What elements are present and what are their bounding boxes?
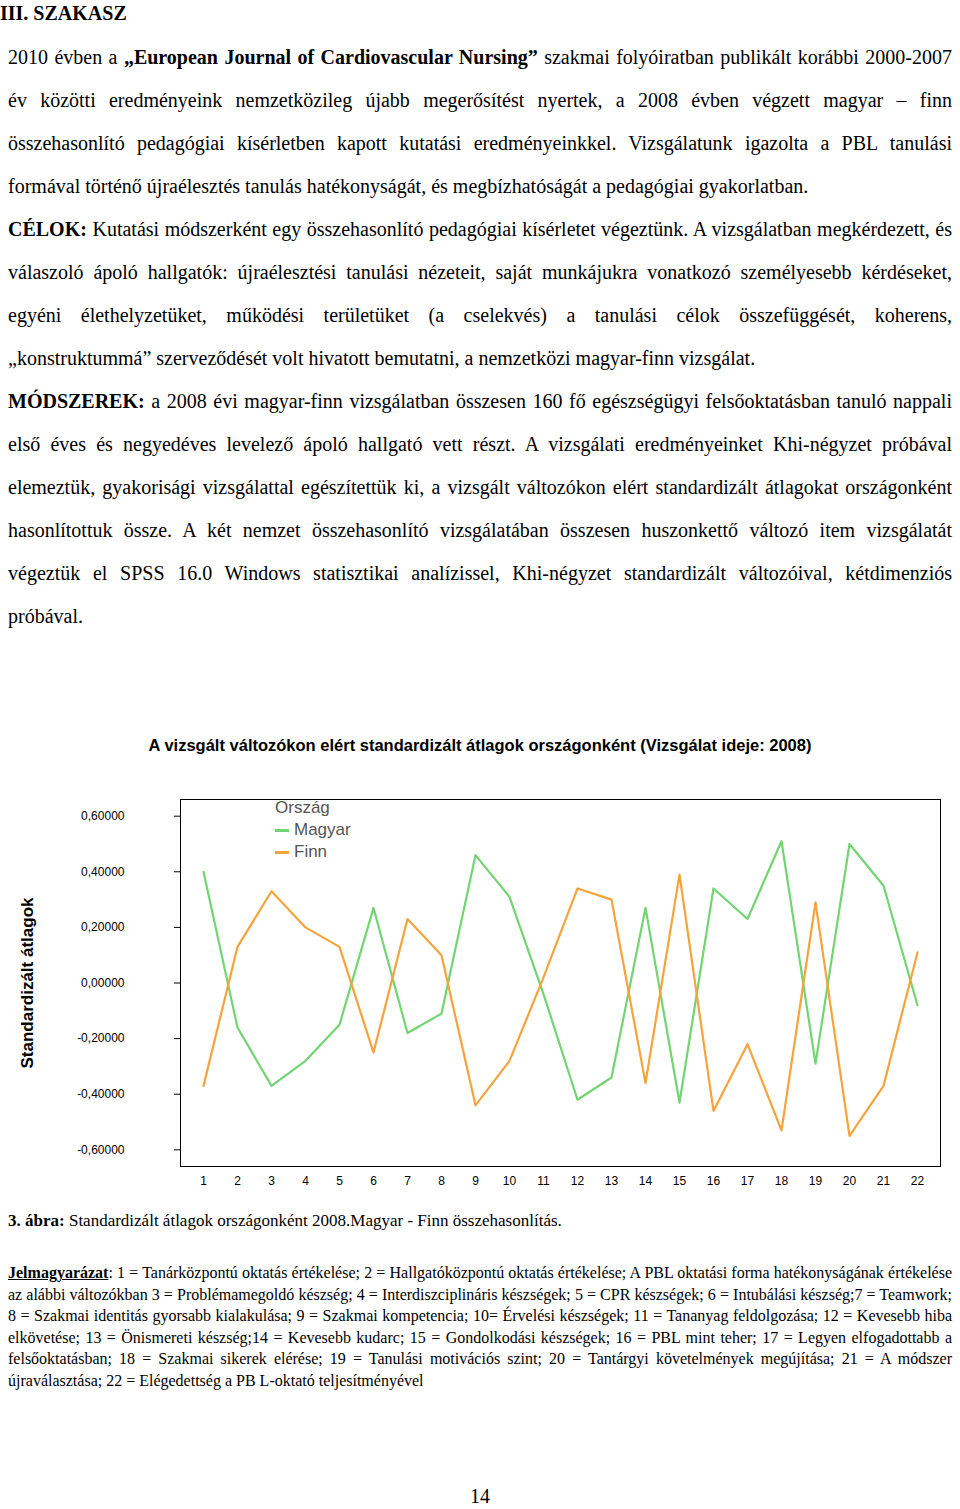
- svg-text:4: 4: [302, 1174, 309, 1188]
- svg-text:11: 11: [537, 1174, 550, 1188]
- svg-text:-0,60000: -0,60000: [77, 1143, 125, 1157]
- svg-text:13: 13: [605, 1174, 619, 1188]
- html-text:Ország: Ország: [275, 798, 330, 817]
- html-text:A vizsgált változókon elért st: A vizsgált változókon elért standardizál…: [148, 736, 812, 754]
- html-text:14: 14: [470, 1485, 490, 1507]
- svg-text:6: 6: [370, 1174, 377, 1188]
- svg-text:1: 1: [200, 1174, 207, 1188]
- html-text:Jelmagyarázat: 1 = Tanárközpon: Jelmagyarázat: 1 = Tanárközpontú oktatás…: [8, 1264, 952, 1389]
- html-text:3. ábra: Standardizált átlagok: 3. ábra: Standardizált átlagok országonk…: [8, 1211, 562, 1230]
- svg-text:18: 18: [775, 1174, 789, 1188]
- svg-text:0,40000: 0,40000: [81, 865, 125, 879]
- html-text:Magyar: Magyar: [294, 820, 351, 839]
- svg-text:20: 20: [843, 1174, 857, 1188]
- html-text:Finn: Finn: [294, 842, 328, 861]
- html-text:CÉLOK: Kutatási módszerként eg: CÉLOK: Kutatási módszerként egy összehas…: [8, 218, 952, 369]
- svg-text:17: 17: [741, 1174, 755, 1188]
- svg-text:5: 5: [336, 1174, 343, 1188]
- svg-text:Standardizált átlagok: Standardizált átlagok: [18, 897, 37, 1069]
- svg-text:19: 19: [809, 1174, 823, 1188]
- svg-text:0,00000: 0,00000: [81, 976, 125, 990]
- svg-text:22: 22: [911, 1174, 925, 1188]
- svg-text:21: 21: [877, 1174, 891, 1188]
- svg-text:10: 10: [503, 1174, 517, 1188]
- svg-text:16: 16: [707, 1174, 721, 1188]
- svg-text:0,20000: 0,20000: [81, 920, 125, 934]
- svg-text:3: 3: [268, 1174, 275, 1188]
- html-text:III. SZAKASZ: III. SZAKASZ: [0, 2, 127, 24]
- svg-text:7: 7: [404, 1174, 411, 1188]
- svg-text:0,60000: 0,60000: [81, 809, 125, 823]
- html-text:MÓDSZEREK: a 2008 évi magyar-f: MÓDSZEREK: a 2008 évi magyar-finn vizsgá…: [8, 390, 952, 627]
- svg-text:-0,40000: -0,40000: [77, 1087, 125, 1101]
- svg-text:2: 2: [234, 1174, 241, 1188]
- svg-text:14: 14: [639, 1174, 653, 1188]
- html-text:2010 évben a „European Journal: 2010 évben a „European Journal of Cardio…: [8, 46, 952, 197]
- svg-text:9: 9: [472, 1174, 479, 1188]
- svg-text:12: 12: [571, 1174, 585, 1188]
- svg-text:8: 8: [438, 1174, 445, 1188]
- svg-text:15: 15: [673, 1174, 687, 1188]
- svg-text:-0,20000: -0,20000: [77, 1031, 125, 1045]
